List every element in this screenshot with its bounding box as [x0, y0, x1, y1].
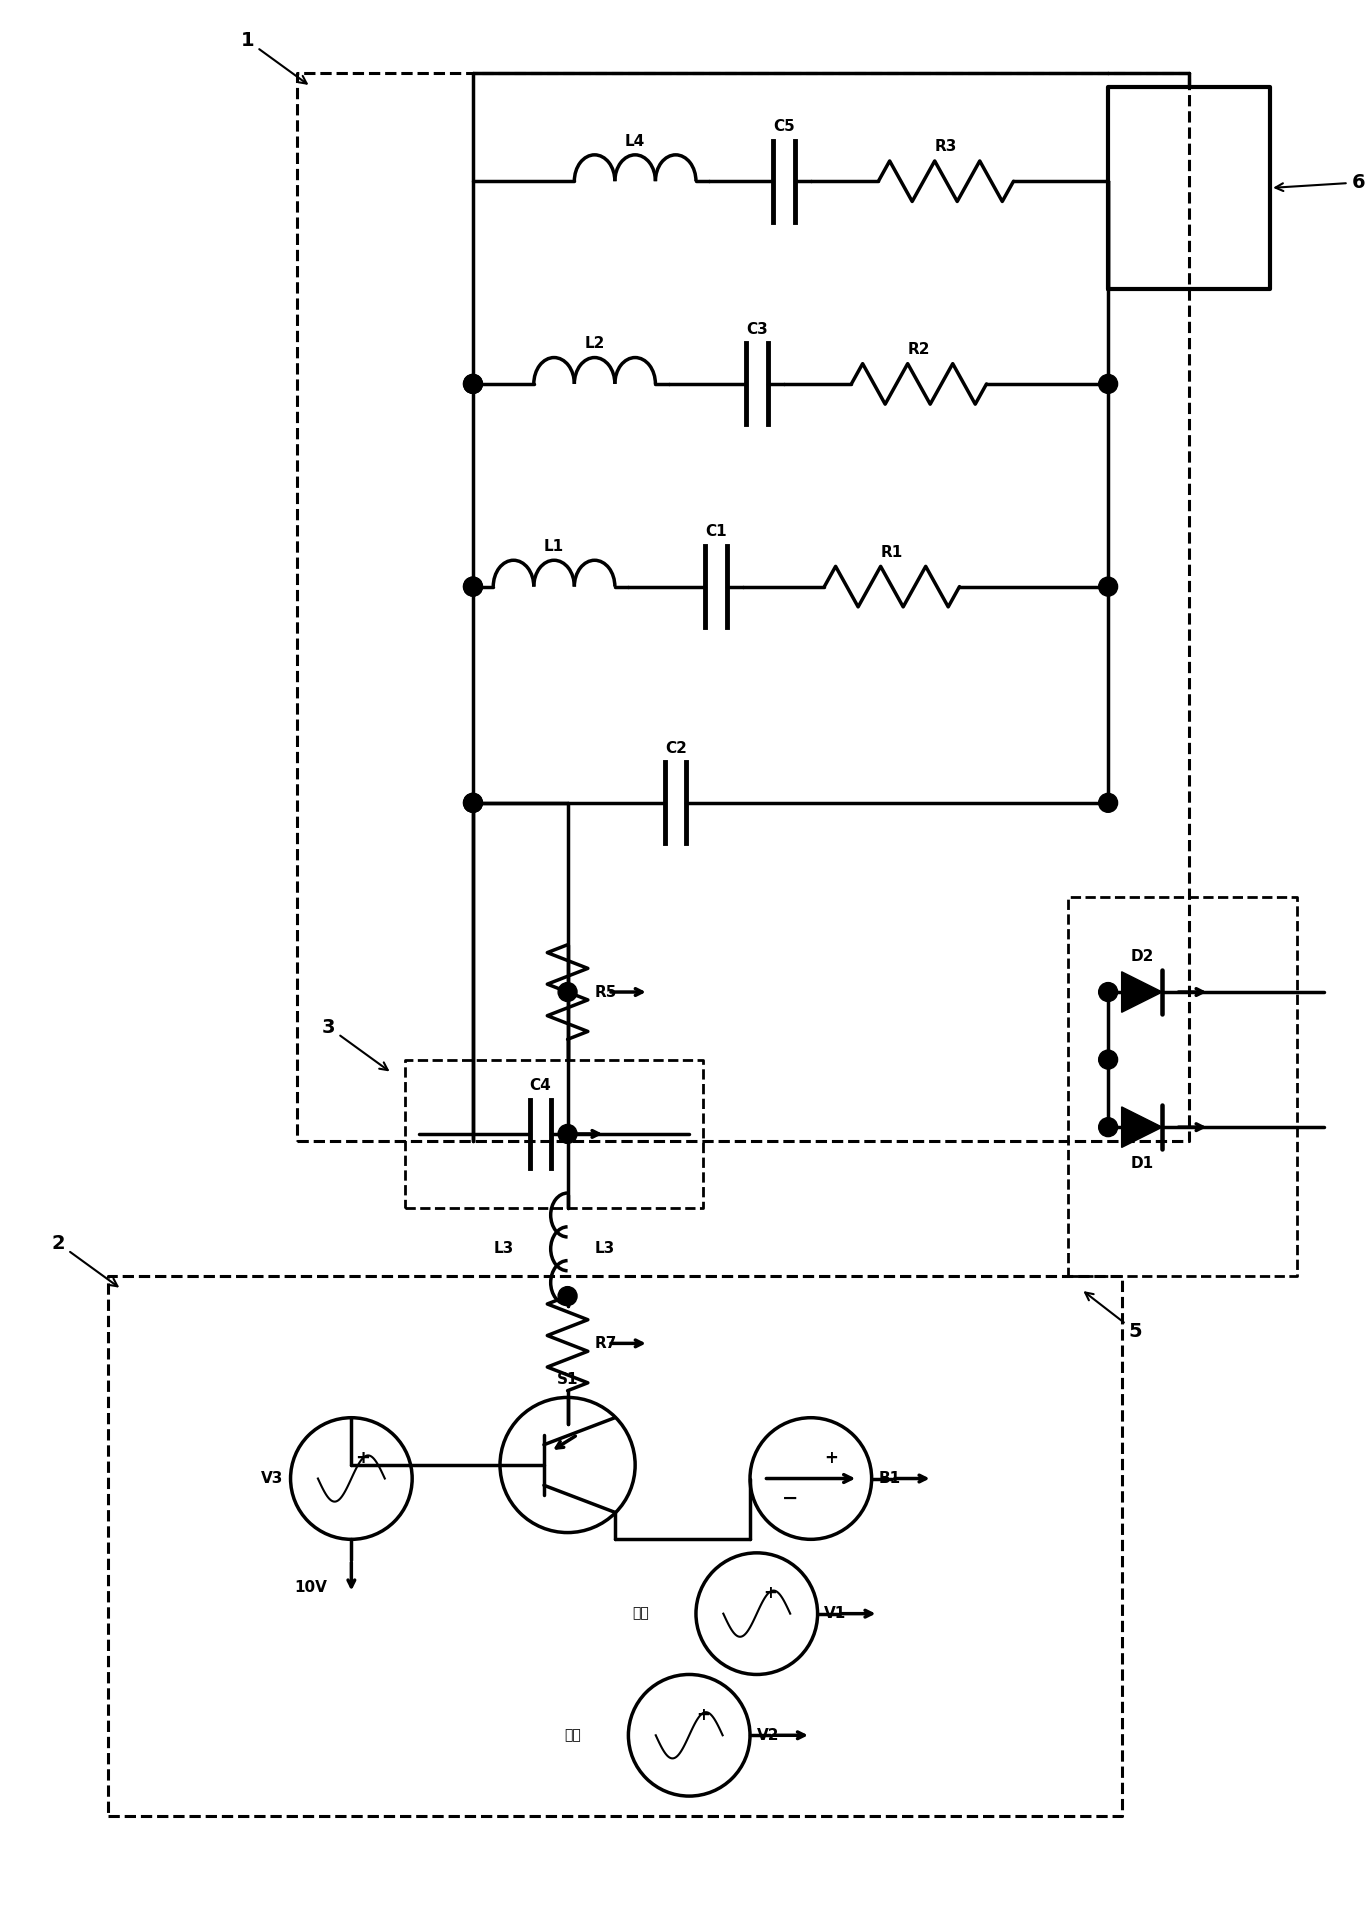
Text: R2: R2	[908, 342, 930, 357]
Circle shape	[1099, 577, 1118, 596]
Circle shape	[464, 793, 482, 813]
Text: +: +	[696, 1706, 710, 1723]
Text: R1: R1	[880, 544, 904, 560]
Text: 偏移: 偏移	[564, 1727, 581, 1743]
Text: 6: 6	[1275, 174, 1365, 191]
Text: 3: 3	[322, 1017, 388, 1069]
Circle shape	[1099, 793, 1118, 813]
Text: R5: R5	[595, 984, 617, 1000]
Text: 1: 1	[240, 31, 307, 83]
Text: +: +	[355, 1449, 370, 1467]
Circle shape	[464, 793, 482, 813]
Text: V2: V2	[756, 1727, 779, 1743]
Text: 10V: 10V	[295, 1581, 328, 1594]
Circle shape	[464, 577, 482, 596]
Text: D1: D1	[1130, 1156, 1153, 1170]
Polygon shape	[1122, 973, 1162, 1013]
Text: C2: C2	[665, 741, 687, 755]
Text: L4: L4	[625, 133, 646, 149]
Circle shape	[1099, 982, 1118, 1002]
Text: 2: 2	[52, 1233, 117, 1285]
Text: B1: B1	[879, 1471, 901, 1486]
Circle shape	[464, 374, 482, 394]
Circle shape	[558, 982, 577, 1002]
Circle shape	[1099, 1050, 1118, 1069]
Text: +: +	[763, 1585, 777, 1602]
Text: C4: C4	[530, 1079, 551, 1094]
Circle shape	[464, 374, 482, 394]
Text: L1: L1	[545, 538, 564, 554]
Text: 5: 5	[1085, 1293, 1143, 1341]
Text: V1: V1	[824, 1606, 846, 1621]
Text: R7: R7	[595, 1336, 617, 1351]
Text: C5: C5	[773, 120, 794, 133]
Circle shape	[1099, 374, 1118, 394]
Text: +: +	[824, 1449, 838, 1467]
Text: C3: C3	[745, 322, 767, 336]
Text: D2: D2	[1130, 950, 1153, 963]
Circle shape	[558, 1287, 577, 1305]
Text: C1: C1	[706, 525, 728, 538]
Circle shape	[558, 1125, 577, 1143]
Text: R3: R3	[935, 139, 957, 154]
Circle shape	[464, 577, 482, 596]
Text: −: −	[782, 1490, 799, 1507]
Text: V3: V3	[262, 1471, 284, 1486]
Text: 振幅: 振幅	[632, 1606, 648, 1621]
Polygon shape	[1122, 1108, 1162, 1148]
Circle shape	[1099, 1117, 1118, 1137]
Text: L3: L3	[595, 1241, 614, 1256]
Text: L3: L3	[493, 1241, 513, 1256]
Text: L2: L2	[584, 336, 605, 351]
Text: S1: S1	[557, 1372, 579, 1386]
